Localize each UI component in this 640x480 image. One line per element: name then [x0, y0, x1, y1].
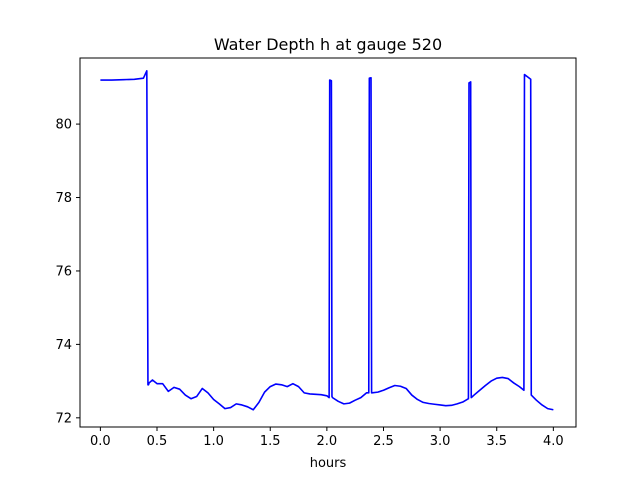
x-tick-label: 2.5	[373, 434, 394, 449]
x-tick-label: 0.0	[90, 434, 111, 449]
y-tick-label: 80	[55, 118, 72, 133]
plot-frame	[79, 57, 577, 428]
x-tick-label: 0.5	[147, 434, 168, 449]
chart-title: Water Depth h at gauge 520	[214, 35, 442, 54]
x-axis-ticks: 0.0 0.5 1.0 1.5 2.0 2.5 3.0 3.5 4.0	[90, 427, 564, 449]
x-tick-label: 3.5	[486, 434, 507, 449]
y-tick-label: 78	[55, 191, 72, 206]
y-axis-ticks: 72 74 76 78 80	[55, 118, 80, 426]
x-axis-label: hours	[310, 456, 347, 471]
x-tick-label: 1.5	[260, 434, 281, 449]
x-tick-label: 1.0	[203, 434, 224, 449]
x-tick-label: 4.0	[543, 434, 564, 449]
plot-area	[80, 58, 576, 427]
x-tick-label: 3.0	[430, 434, 451, 449]
y-tick-label: 76	[55, 264, 72, 279]
x-tick-label: 2.0	[317, 434, 338, 449]
y-tick-label: 74	[55, 338, 72, 353]
series-layer	[100, 70, 554, 411]
y-tick-label: 72	[55, 411, 72, 426]
series-line	[100, 70, 554, 411]
